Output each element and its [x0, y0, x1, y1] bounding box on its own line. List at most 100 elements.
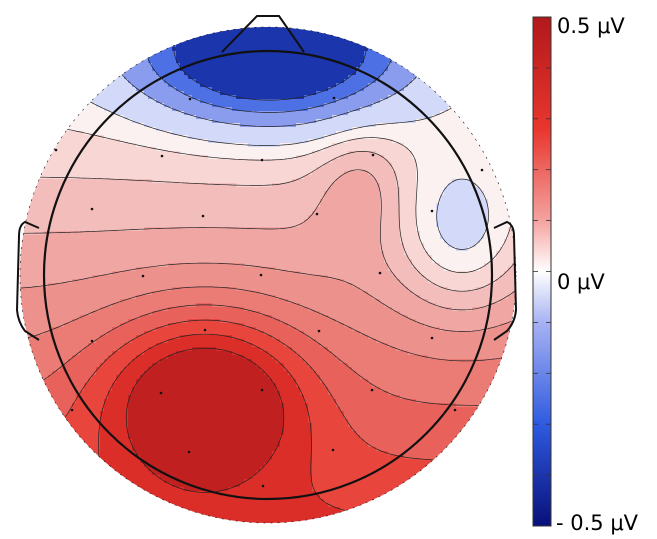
field-cell: [112, 99, 117, 104]
field-cell: [500, 115, 505, 120]
field-cell: [452, 71, 457, 76]
field-cell: [128, 87, 133, 92]
field-cell: [512, 139, 516, 144]
field-cell: [256, 107, 261, 112]
field-cell: [484, 163, 489, 168]
field-cell: [40, 91, 45, 96]
field-cell: [328, 171, 333, 176]
field-cell: [292, 147, 297, 152]
field-cell: [116, 131, 121, 136]
field-cell: [388, 135, 393, 140]
field-cell: [412, 131, 417, 136]
field-cell: [136, 47, 141, 52]
field-cell: [176, 151, 181, 156]
field-cell: [52, 167, 57, 172]
field-cell: [508, 79, 513, 84]
field-cell: [208, 103, 213, 108]
field-cell: [380, 103, 385, 108]
field-cell: [168, 47, 173, 52]
field-cell: [472, 119, 477, 124]
field-cell: [360, 79, 365, 84]
field-cell: [436, 71, 441, 76]
field-cell: [448, 71, 453, 76]
field-cell: [112, 51, 117, 56]
field-cell: [160, 87, 165, 92]
field-cell: [44, 143, 49, 148]
field-cell: [488, 27, 493, 32]
field-cell: [64, 99, 69, 104]
field-cell: [328, 91, 333, 96]
field-cell: [400, 107, 405, 112]
field-cell: [172, 171, 177, 176]
field-cell: [296, 91, 301, 96]
field-cell: [224, 183, 229, 188]
field-cell: [32, 139, 37, 144]
field-cell: [288, 47, 293, 52]
field-cell: [476, 47, 481, 52]
field-cell: [436, 155, 441, 160]
field-cell: [416, 71, 421, 76]
field-cell: [416, 127, 421, 132]
field-cell: [496, 67, 501, 72]
field-cell: [152, 63, 157, 68]
field-cell: [264, 123, 269, 128]
field-cell: [372, 47, 377, 52]
field-cell: [212, 167, 217, 172]
field-cell: [20, 47, 25, 52]
field-cell: [244, 163, 249, 168]
field-cell: [68, 67, 73, 72]
field-cell: [184, 123, 189, 128]
field-cell: [436, 47, 441, 52]
field-cell: [368, 167, 373, 172]
field-cell: [200, 87, 205, 92]
field-cell: [20, 103, 25, 108]
field-cell: [260, 135, 265, 140]
field-cell: [488, 47, 493, 52]
field-cell: [112, 115, 117, 120]
field-cell: [428, 127, 433, 132]
field-cell: [156, 163, 161, 168]
field-cell: [36, 147, 41, 152]
field-cell: [368, 59, 373, 64]
field-cell: [148, 147, 153, 152]
field-cell: [136, 179, 141, 184]
field-cell: [240, 31, 245, 36]
field-cell: [168, 147, 173, 152]
field-cell: [440, 103, 445, 108]
field-cell: [344, 51, 349, 56]
field-cell: [84, 103, 89, 108]
field-cell: [392, 179, 397, 184]
field-cell: [300, 75, 305, 80]
field-cell: [368, 47, 373, 52]
field-cell: [244, 91, 249, 96]
field-cell: [460, 131, 465, 136]
field-cell: [384, 79, 389, 84]
field-cell: [428, 39, 433, 44]
field-cell: [236, 67, 241, 72]
field-cell: [120, 171, 125, 176]
field-cell: [368, 91, 373, 96]
field-cell: [72, 27, 77, 32]
field-cell: [20, 179, 25, 184]
field-cell: [48, 131, 53, 136]
field-cell: [344, 115, 349, 120]
field-cell: [64, 171, 69, 176]
field-cell: [272, 171, 277, 176]
field-cell: [148, 139, 153, 144]
field-cell: [44, 103, 49, 108]
field-cell: [468, 135, 473, 140]
field-cell: [216, 163, 221, 168]
field-cell: [256, 59, 261, 64]
field-cell: [356, 43, 361, 48]
field-cell: [512, 79, 516, 84]
field-cell: [60, 39, 65, 44]
field-cell: [72, 135, 77, 140]
field-cell: [172, 59, 177, 64]
field-cell: [156, 59, 161, 64]
field-cell: [212, 71, 217, 76]
field-cell: [472, 115, 477, 120]
field-cell: [144, 159, 149, 164]
field-cell: [216, 43, 221, 48]
field-cell: [324, 143, 329, 148]
field-cell: [452, 131, 457, 136]
